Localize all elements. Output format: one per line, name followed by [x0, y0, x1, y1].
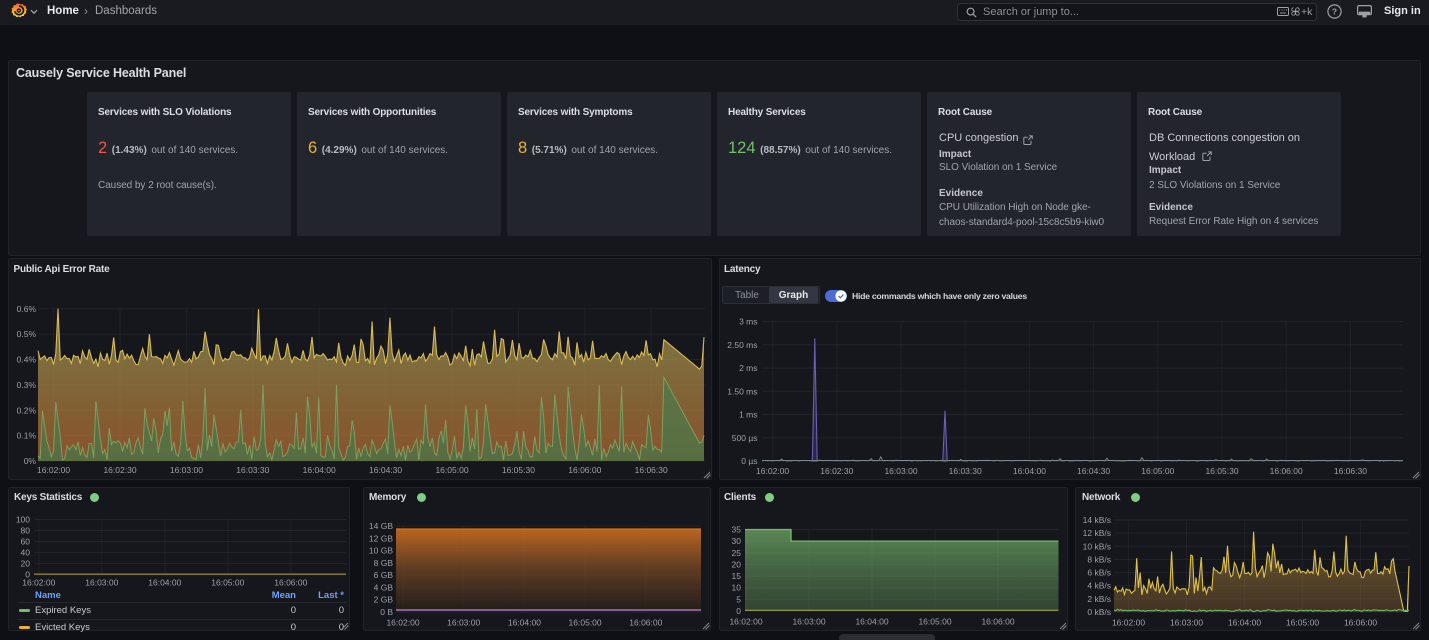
svg-text:16:05:00: 16:05:00: [918, 617, 951, 627]
svg-text:16:06:00: 16:06:00: [629, 618, 662, 628]
svg-text:0 B: 0 B: [380, 607, 393, 617]
svg-text:20: 20: [732, 559, 742, 569]
svg-text:16:03:00: 16:03:00: [884, 466, 917, 476]
svg-text:4 GB: 4 GB: [374, 582, 394, 592]
svg-text:14 kB/s: 14 kB/s: [1083, 515, 1111, 525]
svg-text:16:06:00: 16:06:00: [1270, 466, 1303, 476]
svg-text:0 µs: 0 µs: [741, 456, 757, 466]
svg-text:16:02:00: 16:02:00: [1112, 618, 1145, 628]
svg-text:12 GB: 12 GB: [369, 533, 393, 543]
svg-text:0.5%: 0.5%: [17, 329, 37, 339]
svg-text:8 GB: 8 GB: [374, 558, 394, 568]
svg-text:16:05:30: 16:05:30: [502, 465, 535, 475]
svg-text:16:02:30: 16:02:30: [103, 465, 136, 475]
svg-text:0 kB/s: 0 kB/s: [1087, 607, 1111, 617]
svg-text:16:03:00: 16:03:00: [1170, 618, 1203, 628]
svg-text:2.50 ms: 2.50 ms: [727, 340, 757, 350]
svg-text:15: 15: [732, 571, 742, 581]
svg-text:16:02:00: 16:02:00: [37, 465, 70, 475]
svg-text:16:06:30: 16:06:30: [1334, 466, 1367, 476]
svg-text:16:03:00: 16:03:00: [85, 578, 118, 588]
svg-text:10 kB/s: 10 kB/s: [1083, 541, 1111, 551]
svg-text:6 kB/s: 6 kB/s: [1087, 568, 1111, 578]
svg-text:30: 30: [732, 536, 742, 546]
svg-text:?: ?: [1332, 6, 1337, 16]
svg-text:16:03:00: 16:03:00: [170, 465, 203, 475]
svg-text:16:02:30: 16:02:30: [820, 466, 853, 476]
svg-text:2 GB: 2 GB: [374, 595, 394, 605]
svg-text:16:04:00: 16:04:00: [508, 618, 541, 628]
svg-text:35: 35: [732, 525, 742, 535]
svg-text:16:05:00: 16:05:00: [211, 578, 244, 588]
svg-text:16:05:00: 16:05:00: [569, 618, 602, 628]
svg-text:1 ms: 1 ms: [739, 410, 757, 420]
svg-text:16:04:30: 16:04:30: [369, 465, 402, 475]
svg-text:16:05:00: 16:05:00: [1141, 466, 1174, 476]
svg-text:16:05:30: 16:05:30: [1205, 466, 1238, 476]
svg-text:16:04:00: 16:04:00: [1013, 466, 1046, 476]
svg-text:2 ms: 2 ms: [739, 363, 757, 373]
svg-text:16:03:00: 16:03:00: [792, 617, 825, 627]
svg-text:16:06:00: 16:06:00: [274, 578, 307, 588]
svg-text:4 kB/s: 4 kB/s: [1087, 581, 1111, 591]
svg-text:16:06:30: 16:06:30: [635, 465, 668, 475]
svg-text:16:06:00: 16:06:00: [1344, 618, 1377, 628]
svg-text:16:06:00: 16:06:00: [568, 465, 601, 475]
svg-text:16:02:00: 16:02:00: [386, 618, 419, 628]
svg-text:0: 0: [25, 570, 30, 580]
svg-text:16:06:00: 16:06:00: [981, 617, 1014, 627]
svg-text:16:02:00: 16:02:00: [756, 466, 789, 476]
svg-text:0%: 0%: [24, 456, 37, 466]
svg-text:100: 100: [16, 515, 30, 525]
svg-text:0: 0: [736, 606, 741, 616]
svg-text:16:04:00: 16:04:00: [148, 578, 181, 588]
svg-text:0.1%: 0.1%: [17, 431, 37, 441]
svg-text:16:02:00: 16:02:00: [22, 578, 55, 588]
svg-text:16:03:30: 16:03:30: [949, 466, 982, 476]
svg-text:80: 80: [21, 526, 31, 536]
svg-text:0.6%: 0.6%: [17, 304, 37, 314]
svg-text:2 kB/s: 2 kB/s: [1087, 594, 1111, 604]
svg-text:16:03:30: 16:03:30: [236, 465, 269, 475]
svg-text:16:05:00: 16:05:00: [435, 465, 468, 475]
svg-text:0.3%: 0.3%: [17, 380, 37, 390]
svg-text:10 GB: 10 GB: [369, 546, 393, 556]
svg-text:16:02:00: 16:02:00: [729, 617, 762, 627]
svg-text:10: 10: [732, 583, 742, 593]
svg-text:1.50 ms: 1.50 ms: [727, 386, 757, 396]
svg-text:16:04:00: 16:04:00: [303, 465, 336, 475]
svg-text:40: 40: [21, 548, 31, 558]
svg-text:8 kB/s: 8 kB/s: [1087, 554, 1111, 564]
svg-text:16:04:00: 16:04:00: [855, 617, 888, 627]
svg-text:6 GB: 6 GB: [374, 570, 394, 580]
svg-text:60: 60: [21, 537, 31, 547]
svg-text:16:04:00: 16:04:00: [1228, 618, 1261, 628]
svg-text:3 ms: 3 ms: [739, 317, 757, 327]
svg-text:5: 5: [736, 594, 741, 604]
svg-text:16:05:00: 16:05:00: [1286, 618, 1319, 628]
svg-text:20: 20: [21, 559, 31, 569]
svg-text:16:03:00: 16:03:00: [447, 618, 480, 628]
svg-text:0.4%: 0.4%: [17, 355, 37, 365]
svg-text:25: 25: [732, 548, 742, 558]
svg-text:500 µs: 500 µs: [732, 433, 758, 443]
svg-text:16:04:30: 16:04:30: [1077, 466, 1110, 476]
svg-text:14 GB: 14 GB: [369, 521, 393, 531]
svg-text:0.2%: 0.2%: [17, 405, 37, 415]
svg-text:12 kB/s: 12 kB/s: [1083, 528, 1111, 538]
